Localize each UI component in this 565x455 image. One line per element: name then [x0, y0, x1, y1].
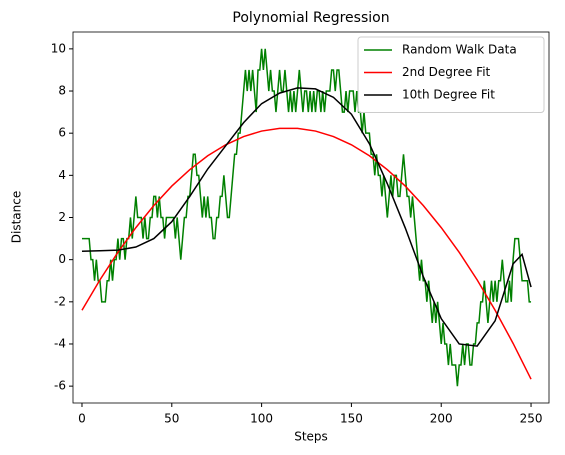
- x-tick-label: 250: [520, 412, 543, 426]
- y-tick-label: 2: [58, 210, 66, 224]
- x-tick-label: 150: [340, 412, 363, 426]
- legend-label: 10th Degree Fit: [402, 88, 495, 102]
- y-tick-label: 10: [51, 41, 66, 55]
- y-tick-label: -4: [54, 336, 66, 350]
- x-tick-label: 100: [250, 412, 273, 426]
- legend-label: Random Walk Data: [402, 43, 517, 57]
- x-tick-label: 0: [78, 412, 86, 426]
- y-tick-label: 6: [58, 126, 66, 140]
- y-tick-label: 8: [58, 84, 66, 98]
- legend-box: [357, 36, 545, 113]
- x-tick-label: 200: [430, 412, 453, 426]
- y-tick-label: -6: [54, 379, 66, 393]
- y-tick-label: 0: [58, 252, 66, 266]
- series-line: [81, 87, 532, 347]
- series-line: [81, 127, 532, 380]
- y-tick-label: 4: [58, 168, 66, 182]
- x-tick-label: 50: [164, 412, 179, 426]
- x-axis-label: Steps: [294, 430, 328, 444]
- axes-frame: [72, 31, 550, 404]
- chart-title: Polynomial Regression: [232, 10, 389, 26]
- legend-label: 2nd Degree Fit: [402, 65, 491, 79]
- y-axis-label: Distance: [10, 191, 24, 243]
- series-line: [81, 48, 532, 387]
- y-tick-label: -2: [54, 294, 66, 308]
